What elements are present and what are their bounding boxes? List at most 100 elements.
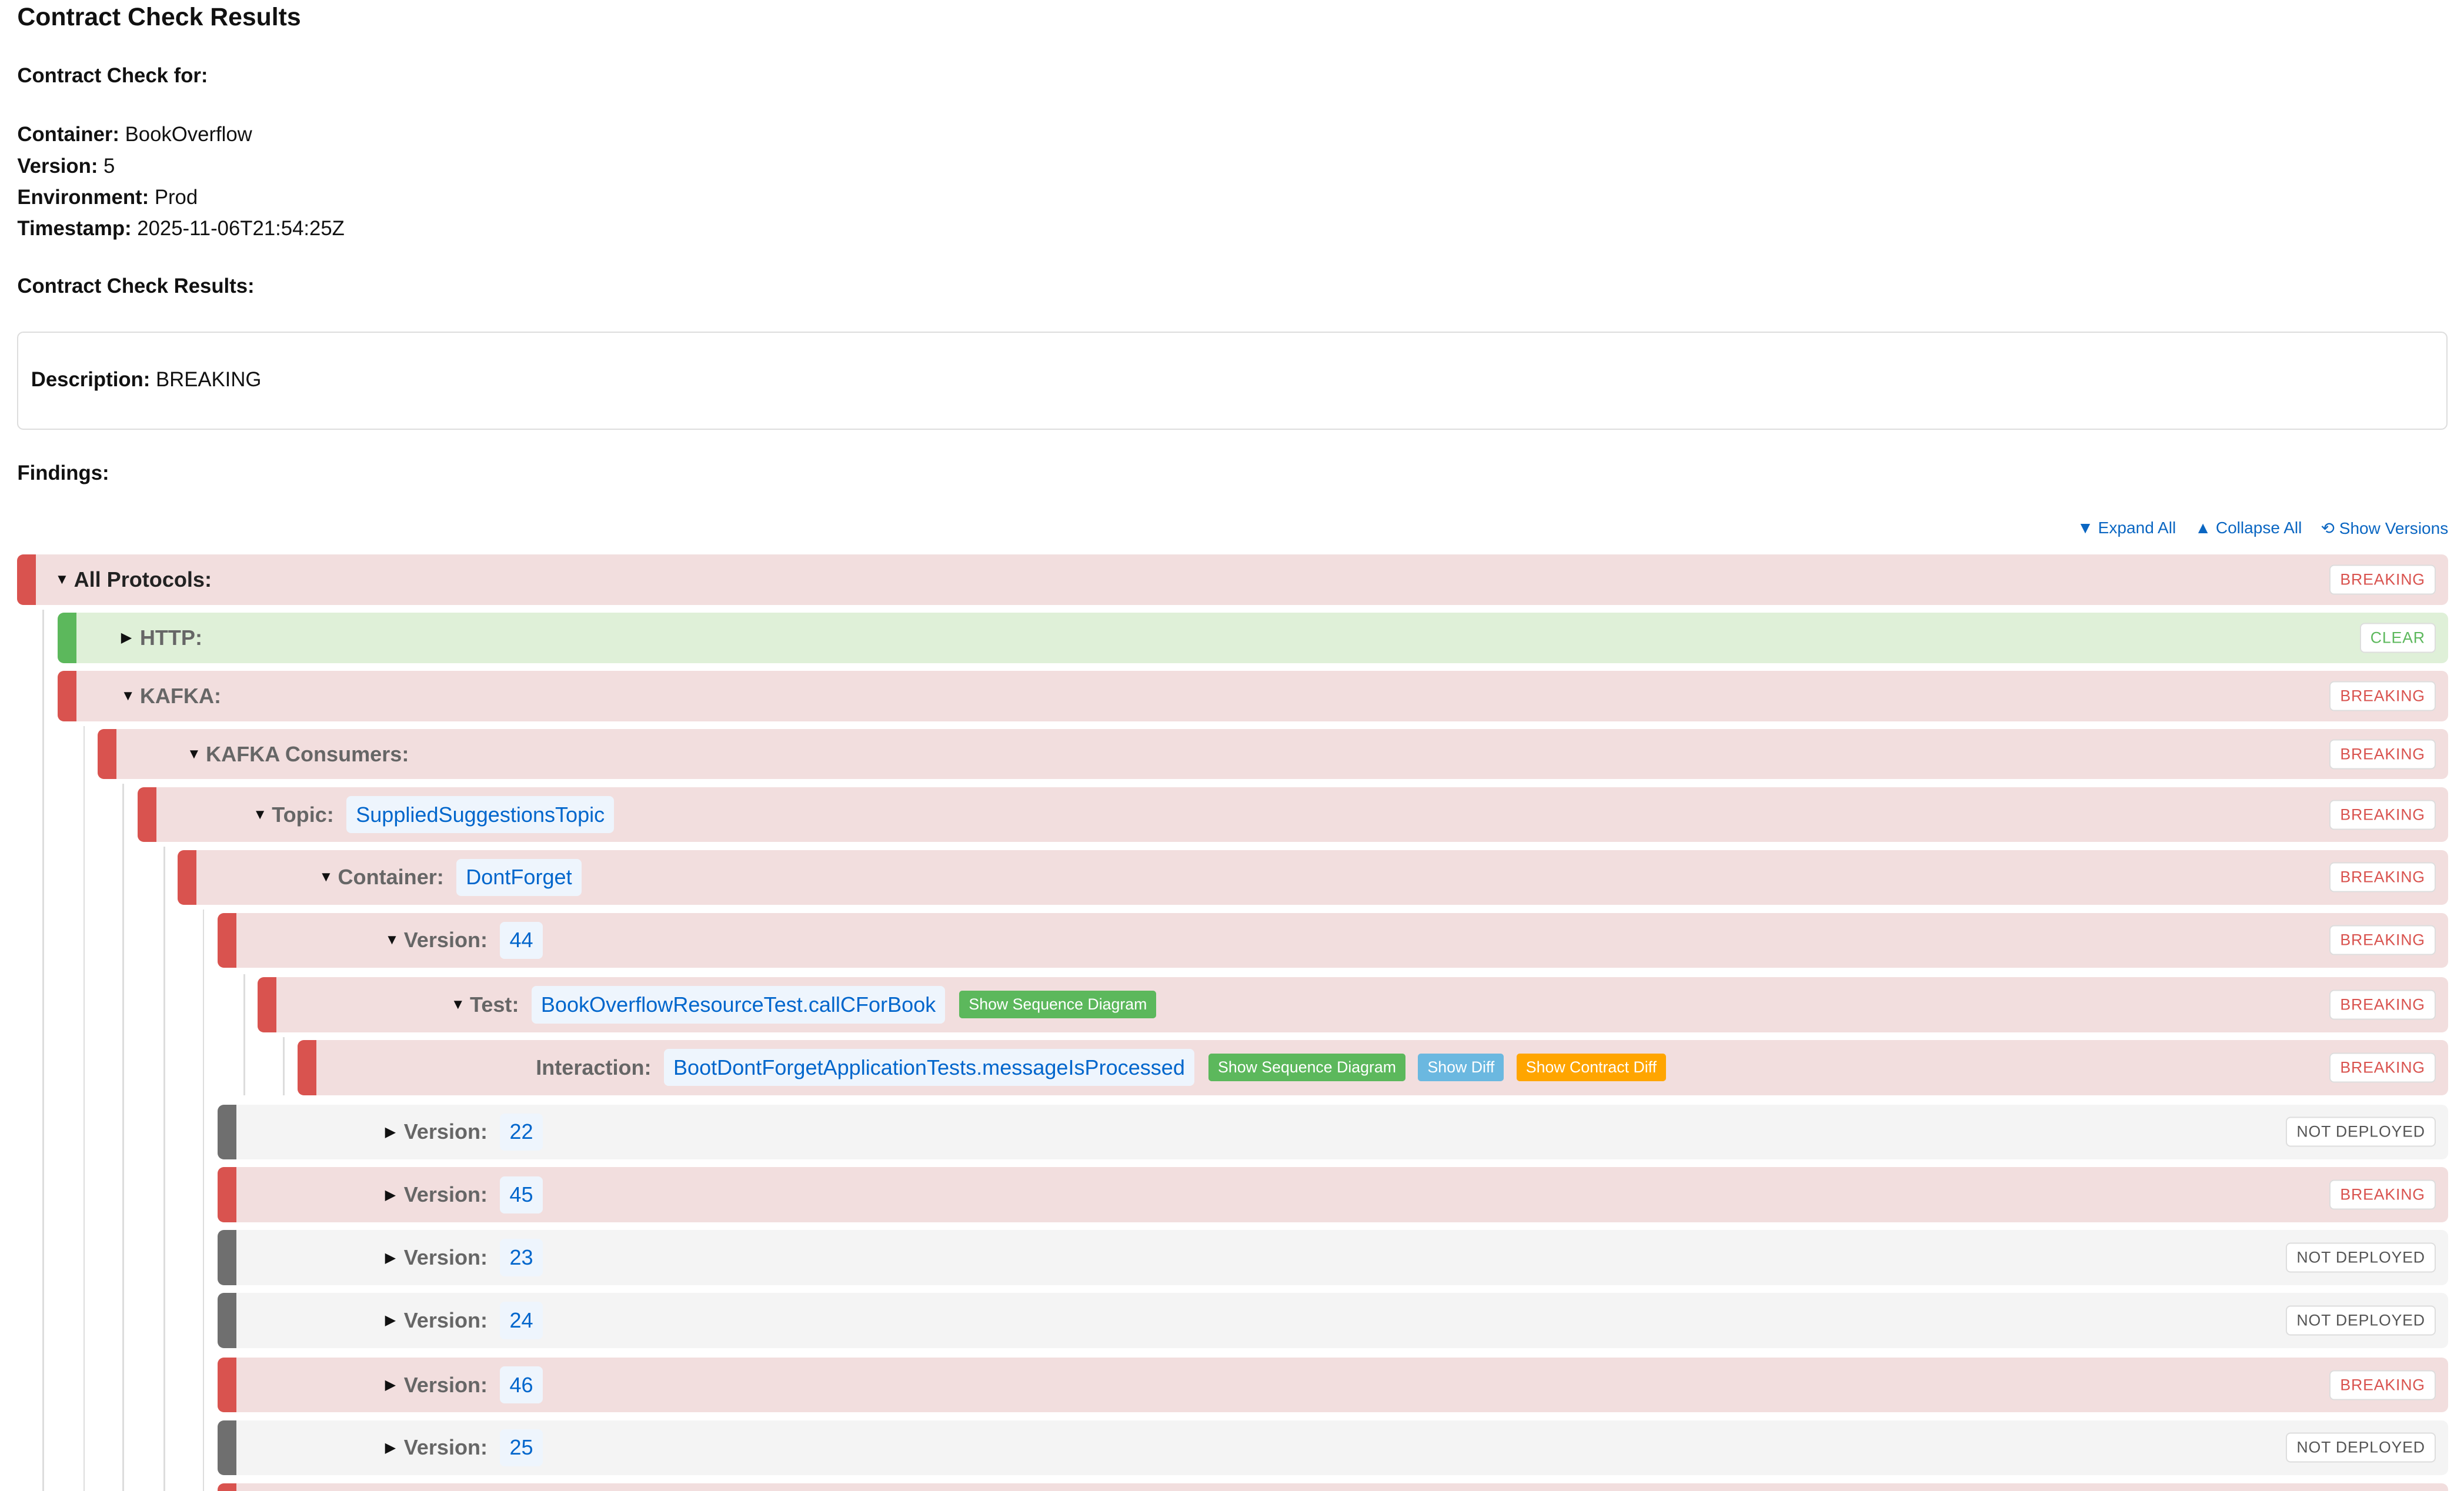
finding-row[interactable]: ▶ HTTP: CLEAR (57, 613, 2449, 663)
finding-label: Version: (403, 1435, 488, 1460)
finding-row[interactable]: Interaction: BootDontForgetApplicationTes… (298, 1039, 2449, 1095)
meta-version: Version: 5 (17, 151, 115, 182)
caret-right-icon[interactable]: ▶ (385, 1186, 396, 1203)
finding-row[interactable]: ▼ KAFKA: BREAKING (57, 671, 2449, 721)
finding-label: KAFKA: (139, 683, 222, 708)
finding-label: Version: (403, 1372, 488, 1397)
status-bar (177, 850, 197, 905)
finding-value-link[interactable]: SuppliedSuggestionsTopic (346, 795, 615, 834)
show-sequence-diagram-button[interactable]: Show Sequence Diagram (1208, 1054, 1406, 1082)
status-badge: BREAKING (2329, 739, 2436, 770)
tree-guide-line (163, 847, 165, 1491)
status-badge: BREAKING (2329, 925, 2436, 955)
environment-value: Prod (154, 186, 198, 209)
status-badge: BREAKING (2329, 1052, 2436, 1083)
finding-value-link[interactable]: 25 (500, 1429, 543, 1467)
finding-label: Test: (469, 992, 519, 1017)
finding-row[interactable]: ▶ Version: 22 NOT DEPLOYED (218, 1104, 2449, 1160)
status-bar (218, 1293, 237, 1348)
findings-toolbar: ▼ Expand All ▲ Collapse All ⟲ Show Versi… (2077, 519, 2448, 538)
finding-value-link[interactable]: 22 (500, 1113, 543, 1151)
caret-down-icon[interactable]: ▼ (450, 996, 465, 1012)
finding-label: Interaction: (536, 1055, 652, 1079)
finding-row[interactable]: ▼ Test: BookOverflowResourceTest.callCForB… (258, 977, 2449, 1032)
finding-row[interactable]: ▶ Version: 23 NOT DEPLOYED (218, 1230, 2449, 1285)
status-badge: NOT DEPLOYED (2286, 1242, 2436, 1273)
status-badge: NOT DEPLOYED (2286, 1116, 2436, 1147)
tree-guide-line (83, 726, 85, 1491)
version-label: Version: (17, 155, 98, 178)
caret-right-icon[interactable]: ▶ (385, 1312, 396, 1329)
finding-label: Container: (338, 865, 444, 890)
timestamp-value: 2025-11-06T21:54:25Z (137, 218, 345, 240)
finding-row[interactable]: ▶ Version: 45 BREAKING (218, 1167, 2449, 1222)
finding-value-link[interactable]: DontForget (456, 858, 582, 897)
status-badge: NOT DEPLOYED (2286, 1305, 2436, 1336)
finding-row[interactable] (218, 1483, 2449, 1491)
collapse-all-button[interactable]: ▲ Collapse All (2195, 518, 2302, 537)
status-badge: BREAKING (2329, 989, 2436, 1020)
status-bar (218, 1357, 237, 1413)
finding-label: Topic: (272, 802, 334, 827)
finding-value-link[interactable]: BootDontForgetApplicationTests.messageIs… (663, 1049, 1194, 1087)
finding-label: KAFKA Consumers: (206, 741, 409, 766)
timestamp-label: Timestamp: (17, 218, 132, 240)
finding-row[interactable]: ▼ Version: 44 BREAKING (218, 912, 2449, 968)
caret-down-icon[interactable]: ▼ (385, 932, 399, 948)
caret-right-icon[interactable]: ▶ (385, 1439, 396, 1456)
caret-right-icon[interactable]: ▶ (121, 630, 132, 646)
caret-down-icon[interactable]: ▼ (186, 746, 201, 762)
show-sequence-diagram-button[interactable]: Show Sequence Diagram (959, 991, 1157, 1019)
status-bar (258, 977, 277, 1032)
caret-down-icon[interactable]: ▼ (253, 806, 268, 823)
finding-value-link[interactable]: 44 (500, 921, 543, 959)
status-badge: BREAKING (2329, 800, 2436, 830)
status-badge: BREAKING (2329, 1179, 2436, 1210)
finding-row[interactable]: ▶ Version: 46 BREAKING (218, 1357, 2449, 1413)
container-label: Container: (17, 123, 119, 146)
show-diff-button[interactable]: Show Diff (1418, 1054, 1504, 1082)
finding-row[interactable]: ▼ All Protocols: BREAKING (17, 554, 2449, 605)
finding-value-link[interactable]: 23 (500, 1239, 543, 1276)
results-heading: Contract Check Results: (17, 275, 255, 297)
caret-right-icon[interactable]: ▶ (385, 1377, 396, 1393)
status-badge: CLEAR (2359, 623, 2436, 653)
caret-down-icon[interactable]: ▼ (55, 571, 69, 588)
finding-row[interactable]: ▶ Version: 25 NOT DEPLOYED (218, 1420, 2449, 1476)
finding-row[interactable]: ▼ KAFKA Consumers: BREAKING (97, 728, 2449, 780)
status-bar (218, 912, 237, 968)
status-badge: BREAKING (2329, 1370, 2436, 1400)
finding-label: Version: (403, 1182, 488, 1207)
page-title: Contract Check Results (17, 3, 301, 32)
finding-row[interactable]: ▶ Version: 24 NOT DEPLOYED (218, 1293, 2449, 1348)
finding-row[interactable]: ▼ Container: DontForget BREAKING (177, 850, 2449, 905)
finding-row[interactable]: ▼ Topic: SuppliedSuggestionsTopic BREAKING (137, 787, 2449, 843)
finding-value-link[interactable]: 24 (500, 1302, 543, 1339)
finding-label: Version: (403, 1308, 488, 1332)
tree-guide-line (243, 974, 245, 1095)
show-versions-button[interactable]: ⟲ Show Versions (2321, 519, 2449, 537)
meta-timestamp: Timestamp: 2025-11-06T21:54:25Z (17, 213, 344, 245)
expand-all-button[interactable]: ▼ Expand All (2077, 518, 2176, 537)
caret-right-icon[interactable]: ▶ (385, 1249, 396, 1266)
tree-guide-line (202, 910, 205, 1491)
finding-label: All Protocols: (74, 567, 212, 592)
caret-down-icon[interactable]: ▼ (319, 869, 333, 885)
finding-value-link[interactable]: 45 (500, 1176, 543, 1213)
status-bar (218, 1230, 237, 1285)
finding-label: Version: (403, 1245, 488, 1270)
tree-guide-line (282, 1037, 285, 1095)
description-box: Description: BREAKING (17, 331, 2448, 430)
caret-down-icon[interactable]: ▼ (121, 687, 135, 704)
caret-right-icon[interactable]: ▶ (385, 1124, 396, 1140)
status-bar (17, 554, 36, 605)
show-contract-diff-button[interactable]: Show Contract Diff (1516, 1054, 1667, 1082)
finding-value-link[interactable]: 46 (500, 1366, 543, 1404)
check-for-heading: Contract Check for: (17, 64, 208, 87)
finding-label: Version: (403, 928, 488, 952)
status-bar (218, 1104, 237, 1160)
status-bar (218, 1483, 237, 1491)
finding-value-link[interactable]: BookOverflowResourceTest.callCForBook (531, 986, 946, 1024)
status-badge: BREAKING (2329, 862, 2436, 892)
